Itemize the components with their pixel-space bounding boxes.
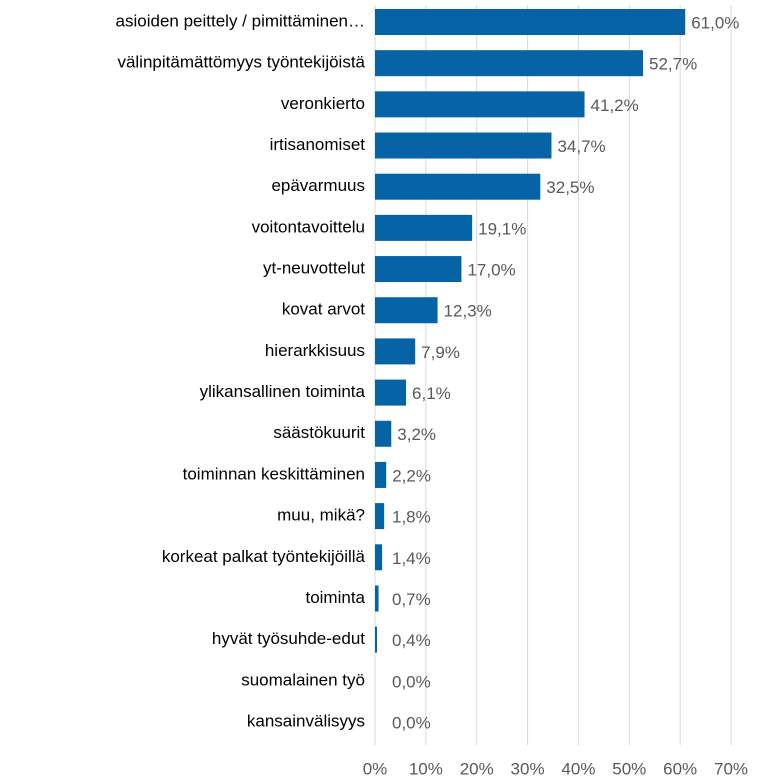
x-tick-label: 70% bbox=[714, 759, 748, 778]
bar bbox=[375, 626, 378, 653]
category-label: suomalainen työ bbox=[241, 670, 365, 689]
bar bbox=[375, 91, 585, 118]
value-label: 1,8% bbox=[392, 508, 431, 527]
bar bbox=[375, 173, 541, 200]
bar bbox=[375, 338, 416, 365]
x-tick-label: 50% bbox=[612, 759, 646, 778]
value-label: 0,7% bbox=[392, 590, 431, 609]
bar bbox=[375, 544, 383, 571]
value-label: 0,0% bbox=[392, 713, 431, 732]
value-label: 2,2% bbox=[392, 466, 431, 485]
value-label: 12,3% bbox=[444, 302, 492, 321]
category-label: korkeat palkat työntekijöillä bbox=[162, 547, 366, 566]
category-label: irtisanomiset bbox=[270, 135, 366, 154]
bar bbox=[375, 214, 473, 241]
bar bbox=[375, 379, 407, 406]
bar bbox=[375, 9, 686, 35]
category-label: voitontavoittelu bbox=[252, 217, 365, 236]
x-tick-label: 10% bbox=[409, 759, 443, 778]
value-label: 32,5% bbox=[546, 178, 594, 197]
value-label: 34,7% bbox=[557, 137, 605, 156]
category-label: hierarkkisuus bbox=[265, 341, 365, 360]
value-label: 61,0% bbox=[691, 13, 739, 32]
bar bbox=[375, 256, 462, 283]
value-label: 0,4% bbox=[392, 631, 431, 650]
category-label: asioiden peittely / pimittäminen… bbox=[116, 11, 365, 30]
value-label: 3,2% bbox=[397, 425, 436, 444]
category-label: muu, mikä? bbox=[277, 506, 365, 525]
bar bbox=[375, 132, 552, 159]
x-tick-label: 60% bbox=[663, 759, 697, 778]
category-label: säästökuurit bbox=[273, 423, 365, 442]
category-label: hyvät työsuhde-edut bbox=[212, 629, 365, 648]
category-label: veronkierto bbox=[281, 94, 365, 113]
value-label: 19,1% bbox=[478, 219, 526, 238]
bar bbox=[375, 461, 387, 488]
category-label: toiminta bbox=[305, 588, 365, 607]
category-label: välinpitämättömyys työntekijöistä bbox=[117, 53, 365, 72]
category-label: kansainvälisyys bbox=[247, 711, 365, 730]
x-tick-label: 0% bbox=[363, 759, 388, 778]
bar bbox=[375, 420, 392, 447]
category-label: epävarmuus bbox=[271, 176, 365, 195]
category-label: yt-neuvottelut bbox=[263, 259, 365, 278]
x-tick-label: 30% bbox=[511, 759, 545, 778]
bar bbox=[375, 585, 379, 612]
value-label: 41,2% bbox=[591, 96, 639, 115]
bar bbox=[375, 503, 385, 530]
value-label: 17,0% bbox=[467, 261, 515, 280]
category-label: ylikansallinen toiminta bbox=[200, 382, 366, 401]
value-label: 1,4% bbox=[392, 549, 431, 568]
category-label: kovat arvot bbox=[282, 300, 365, 319]
value-label: 0,0% bbox=[392, 672, 431, 691]
bar bbox=[375, 50, 644, 77]
x-tick-label: 20% bbox=[460, 759, 494, 778]
category-label: toiminnan keskittäminen bbox=[183, 464, 365, 483]
value-label: 6,1% bbox=[412, 384, 451, 403]
value-label: 52,7% bbox=[649, 55, 697, 74]
bar bbox=[375, 297, 438, 324]
value-label: 7,9% bbox=[421, 343, 460, 362]
x-tick-label: 40% bbox=[561, 759, 595, 778]
